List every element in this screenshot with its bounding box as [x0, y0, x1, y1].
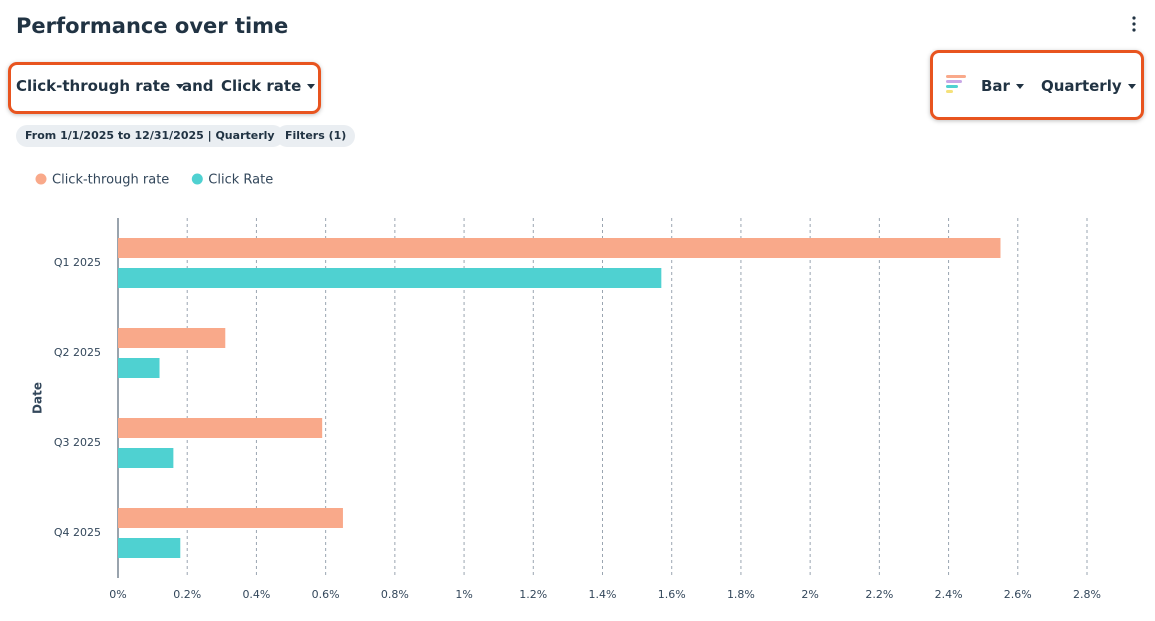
bar [118, 268, 662, 288]
bar [118, 448, 174, 468]
x-tick-label: 2% [801, 588, 818, 601]
y-tick-label: Q2 2025 [54, 346, 101, 359]
more-menu[interactable] [1128, 15, 1140, 35]
bar [118, 328, 226, 348]
y-tick-label: Q1 2025 [54, 256, 101, 269]
x-tick-label: 2.4% [935, 588, 963, 601]
filters-chip[interactable]: Filters (1) [276, 125, 356, 147]
legend-label: Click-through rate [52, 173, 169, 188]
bar [118, 418, 323, 438]
legend-marker [35, 173, 47, 185]
bar [118, 508, 343, 528]
x-tick-label: 1.6% [658, 588, 686, 601]
x-tick-label: 1.8% [727, 588, 755, 601]
card-title: Performance over time [16, 14, 289, 38]
legend-label: Click Rate [208, 173, 273, 188]
x-tick-label: 0.4% [242, 588, 270, 601]
x-tick-label: 2.8% [1073, 588, 1101, 601]
x-tick-label: 1.2% [519, 588, 547, 601]
chart-type-dropdown[interactable]: Bar [981, 77, 1024, 95]
metric-dropdown[interactable]: Click rate [221, 77, 315, 95]
x-tick-label: 1.4% [589, 588, 617, 601]
connector-text: and [182, 77, 214, 95]
x-tick-label: 0.2% [173, 588, 201, 601]
view-selector [930, 50, 1144, 120]
x-tick-label: 0.6% [312, 588, 340, 601]
y-tick-label: Q4 2025 [54, 526, 101, 539]
metric-selector [8, 62, 321, 114]
x-tick-label: 0% [109, 588, 126, 601]
bar [118, 538, 181, 558]
legend-marker [191, 173, 203, 185]
x-tick-label: 2.2% [865, 588, 893, 601]
metric-dropdown[interactable]: Click-through rate [16, 77, 184, 95]
y-axis-title: Date [31, 382, 45, 414]
x-tick-label: 2.6% [1004, 588, 1032, 601]
x-tick-label: 1% [455, 588, 472, 601]
x-tick-label: 0.8% [381, 588, 409, 601]
bar [118, 238, 1001, 258]
chart-type-icon [946, 75, 966, 93]
frequency-dropdown[interactable]: Quarterly [1041, 77, 1136, 95]
date-range-chip[interactable]: From 1/1/2025 to 12/31/2025 | Quarterly [16, 125, 284, 147]
y-tick-label: Q3 2025 [54, 436, 101, 449]
bar [118, 358, 160, 378]
